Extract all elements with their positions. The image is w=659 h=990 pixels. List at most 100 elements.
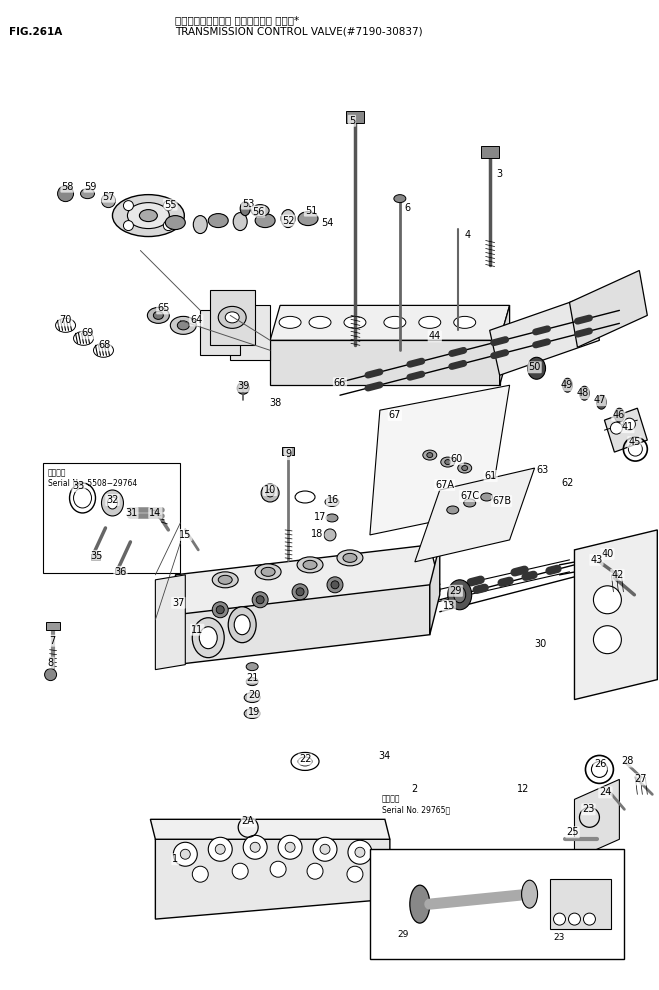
Polygon shape xyxy=(175,585,430,664)
Text: 8: 8 xyxy=(47,657,53,667)
Ellipse shape xyxy=(251,205,269,217)
Text: 15: 15 xyxy=(179,530,192,540)
Text: 67B: 67B xyxy=(492,496,511,506)
Polygon shape xyxy=(270,305,509,341)
Circle shape xyxy=(270,861,286,877)
Text: 31: 31 xyxy=(125,508,138,518)
Circle shape xyxy=(45,668,57,680)
Ellipse shape xyxy=(199,627,217,648)
Text: 52: 52 xyxy=(282,216,295,226)
Circle shape xyxy=(123,221,133,231)
Text: 55: 55 xyxy=(164,200,177,210)
Polygon shape xyxy=(415,468,534,562)
Ellipse shape xyxy=(225,312,239,323)
Ellipse shape xyxy=(326,514,338,522)
Text: 67A: 67A xyxy=(435,480,454,490)
Ellipse shape xyxy=(462,465,468,470)
Ellipse shape xyxy=(614,408,624,422)
Circle shape xyxy=(296,588,304,596)
Circle shape xyxy=(327,577,343,593)
Text: 39: 39 xyxy=(237,381,249,391)
Text: 2: 2 xyxy=(412,784,418,794)
Ellipse shape xyxy=(177,321,189,330)
Polygon shape xyxy=(175,544,440,615)
Ellipse shape xyxy=(80,189,94,199)
Ellipse shape xyxy=(240,202,250,216)
Ellipse shape xyxy=(113,195,185,237)
Circle shape xyxy=(216,606,224,614)
Ellipse shape xyxy=(303,560,317,569)
Ellipse shape xyxy=(427,452,433,457)
Text: Serial No. 5508−29764: Serial No. 5508−29764 xyxy=(47,479,137,488)
Text: 適用号番: 適用号番 xyxy=(47,468,66,477)
Ellipse shape xyxy=(165,216,185,230)
Ellipse shape xyxy=(447,506,459,514)
Circle shape xyxy=(237,382,249,394)
Text: トランスミッション コントロール バルブ*: トランスミッション コントロール バルブ* xyxy=(175,15,299,25)
Circle shape xyxy=(252,592,268,608)
Ellipse shape xyxy=(521,880,538,908)
Circle shape xyxy=(261,484,279,502)
Text: 25: 25 xyxy=(566,828,579,838)
Text: 9: 9 xyxy=(285,449,291,459)
Text: 40: 40 xyxy=(601,548,614,559)
Ellipse shape xyxy=(154,312,163,320)
Circle shape xyxy=(554,913,565,925)
Ellipse shape xyxy=(244,693,260,703)
Circle shape xyxy=(192,866,208,882)
Text: 5: 5 xyxy=(349,116,355,126)
Polygon shape xyxy=(575,779,619,859)
Circle shape xyxy=(208,838,232,861)
Circle shape xyxy=(583,913,596,925)
Circle shape xyxy=(278,836,302,859)
Text: 35: 35 xyxy=(90,550,103,561)
Ellipse shape xyxy=(127,203,169,229)
Text: 44: 44 xyxy=(428,332,441,342)
Ellipse shape xyxy=(454,587,466,603)
Circle shape xyxy=(569,913,581,925)
Text: 36: 36 xyxy=(114,567,127,577)
Ellipse shape xyxy=(148,308,169,324)
Circle shape xyxy=(313,838,337,861)
Circle shape xyxy=(181,849,190,859)
Ellipse shape xyxy=(458,463,472,473)
Text: 67C: 67C xyxy=(460,491,479,501)
Text: 67: 67 xyxy=(389,410,401,420)
Polygon shape xyxy=(500,305,509,385)
Circle shape xyxy=(123,201,133,211)
Text: 47: 47 xyxy=(593,395,606,405)
Ellipse shape xyxy=(445,459,451,464)
Text: 64: 64 xyxy=(190,316,202,326)
Circle shape xyxy=(623,418,635,430)
Circle shape xyxy=(348,841,372,864)
Text: 21: 21 xyxy=(246,672,258,683)
Text: 27: 27 xyxy=(634,774,646,784)
Circle shape xyxy=(163,221,173,231)
Text: 17: 17 xyxy=(314,512,326,522)
Ellipse shape xyxy=(255,214,275,228)
Text: 23: 23 xyxy=(554,933,565,941)
Circle shape xyxy=(212,602,228,618)
Bar xyxy=(370,849,624,959)
Ellipse shape xyxy=(309,317,331,329)
Text: 20: 20 xyxy=(248,690,260,700)
Ellipse shape xyxy=(208,214,228,228)
Circle shape xyxy=(594,586,621,614)
Text: 45: 45 xyxy=(628,438,641,447)
Circle shape xyxy=(243,836,267,859)
Text: 51: 51 xyxy=(305,206,317,216)
Text: 29: 29 xyxy=(397,930,409,939)
Ellipse shape xyxy=(343,553,357,562)
Text: 30: 30 xyxy=(534,639,547,648)
Text: 2A: 2A xyxy=(242,817,254,827)
Ellipse shape xyxy=(410,885,430,923)
Text: 3: 3 xyxy=(497,168,503,178)
Ellipse shape xyxy=(212,572,238,588)
Bar xyxy=(115,568,125,574)
Ellipse shape xyxy=(261,567,275,576)
Ellipse shape xyxy=(228,607,256,643)
Ellipse shape xyxy=(441,457,455,467)
Circle shape xyxy=(331,581,339,589)
Bar xyxy=(550,879,612,929)
Text: 29: 29 xyxy=(449,586,462,596)
